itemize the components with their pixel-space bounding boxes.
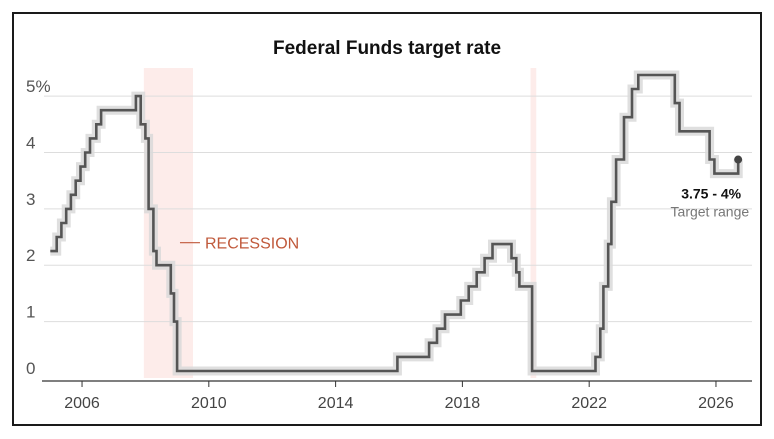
annotation-label: Target range (671, 204, 750, 220)
annotation-value: 3.75 - 4% (681, 186, 741, 202)
rate-line (50, 73, 740, 373)
x-tick-label-5: 2026 (698, 395, 734, 412)
x-tick-label-1: 2010 (191, 395, 227, 412)
recession-label: RECESSION (205, 236, 299, 253)
x-tick-label-0: 2006 (64, 395, 100, 412)
y-tick-label-1: 1 (26, 303, 35, 322)
x-axis (42, 380, 752, 387)
x-tick-label-4: 2022 (571, 395, 607, 412)
recession-shading (143, 68, 537, 378)
y-tick-label-3: 3 (26, 190, 35, 209)
rate-line-path (50, 73, 740, 373)
y-tick-label-5: 5% (26, 77, 51, 96)
chart-frame: Federal Funds target rate 0 1 2 3 4 5% 2006 20… (12, 12, 762, 426)
x-tick-label-3: 2018 (445, 395, 481, 412)
end-marker (734, 155, 743, 164)
y-tick-labels: 0 1 2 3 4 5% (26, 77, 51, 378)
y-tick-label-2: 2 (26, 246, 35, 265)
x-tick-label-2: 2014 (318, 395, 354, 412)
recession-band-1 (530, 68, 537, 378)
y-tick-label-0: 0 (26, 359, 35, 378)
x-tick-labels: 2006 2010 2014 2018 2022 2026 (64, 395, 734, 412)
recession-legend: RECESSION (179, 236, 299, 253)
y-tick-label-4: 4 (26, 133, 35, 152)
end-point-dot (734, 155, 743, 164)
chart-title: Federal Funds target rate (273, 38, 501, 59)
